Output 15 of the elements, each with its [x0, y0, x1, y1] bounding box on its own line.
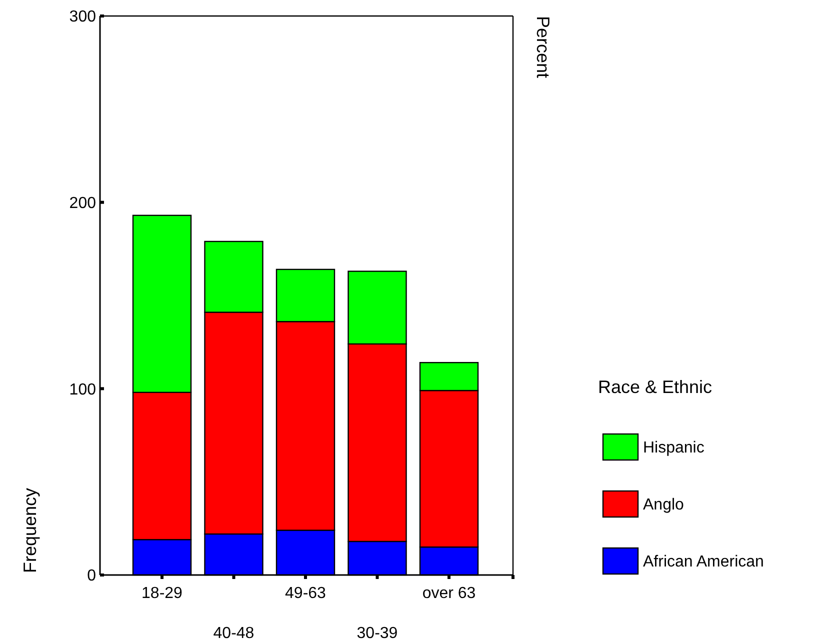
y-axis-title: Frequency [20, 488, 40, 573]
x-tick-label: 18-29 [142, 585, 183, 602]
y-tick-label: 0 [87, 568, 96, 585]
y-tick-label: 100 [69, 381, 96, 398]
x-tick-label: over 63 [422, 585, 476, 602]
legend-title: Race & Ethnic [598, 377, 712, 397]
legend-label: African American [643, 554, 764, 571]
y2-axis-title: Percent [533, 16, 553, 78]
legend-label: Anglo [643, 496, 684, 514]
y-tick-label: 300 [69, 8, 96, 26]
x-tick-label: 49-63 [285, 585, 326, 602]
x-tick-label: 40-48 [213, 625, 254, 642]
x-tick-label: 30-39 [356, 625, 398, 642]
legend-label: Hispanic [643, 440, 704, 457]
y-tick-label: 200 [69, 194, 96, 212]
